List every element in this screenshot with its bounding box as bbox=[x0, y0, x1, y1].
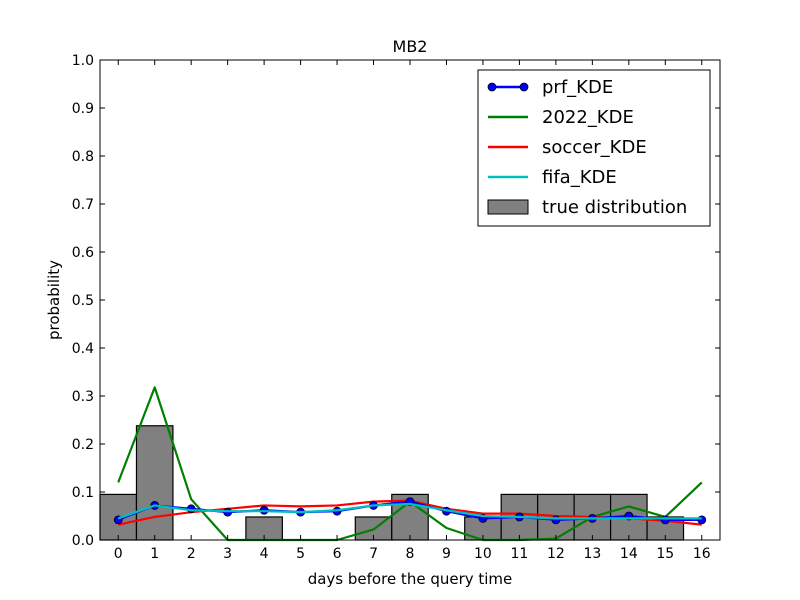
bars-layer bbox=[99, 425, 685, 541]
x-tick-label: 9 bbox=[442, 546, 451, 562]
x-tick-label: 16 bbox=[693, 546, 711, 562]
y-axis-label: probability bbox=[45, 260, 63, 340]
legend-label: prf_KDE bbox=[542, 77, 613, 98]
x-tick-label: 0 bbox=[114, 546, 123, 562]
legend-marker bbox=[519, 82, 529, 92]
bar-true-distribution bbox=[135, 425, 174, 541]
x-tick-label: 1 bbox=[150, 546, 159, 562]
x-tick-label: 14 bbox=[620, 546, 638, 562]
line-fifa-kde bbox=[117, 502, 702, 520]
x-tick-label: 12 bbox=[547, 546, 565, 562]
y-tick-label: 0.1 bbox=[72, 485, 94, 501]
x-tick-label: 2 bbox=[187, 546, 196, 562]
y-tick-label: 0.8 bbox=[72, 149, 94, 165]
y-tick-label: 0.7 bbox=[72, 197, 94, 213]
y-tick-label: 0.4 bbox=[72, 341, 94, 357]
chart-title: MB2 bbox=[393, 37, 428, 56]
x-axis: 0 1 2 3 4 5 6 7 8 9 10 11 12 13 14 15 16 bbox=[114, 60, 711, 562]
x-tick-label: 3 bbox=[223, 546, 232, 562]
x-tick-label: 10 bbox=[474, 546, 492, 562]
x-tick-label: 4 bbox=[260, 546, 269, 562]
point-prf-kde bbox=[551, 515, 561, 525]
y-tick-label: 0.9 bbox=[72, 101, 94, 117]
y-tick-label: 0.2 bbox=[72, 437, 94, 453]
legend-label: true distribution bbox=[542, 197, 687, 218]
x-tick-label: 6 bbox=[333, 546, 342, 562]
y-tick-label: 0.6 bbox=[72, 245, 94, 261]
x-axis-label: days before the query time bbox=[308, 570, 513, 588]
lines-layer bbox=[113, 386, 707, 542]
y-tick-label: 0.5 bbox=[72, 293, 94, 309]
legend-label: fifa_KDE bbox=[542, 167, 617, 188]
legend-marker bbox=[487, 82, 497, 92]
y-axis: 0.0 0.1 0.2 0.3 0.4 0.5 0.6 0.7 0.8 0.9 1.0 bbox=[72, 53, 720, 549]
y-tick-label: 1.0 bbox=[72, 53, 94, 69]
x-tick-label: 5 bbox=[296, 546, 305, 562]
legend-label: soccer_KDE bbox=[542, 137, 647, 158]
y-tick-label: 0.3 bbox=[72, 389, 94, 405]
x-tick-label: 13 bbox=[583, 546, 601, 562]
x-tick-label: 8 bbox=[406, 546, 415, 562]
point-prf-kde bbox=[697, 515, 707, 525]
x-tick-label: 15 bbox=[656, 546, 674, 562]
legend-swatch-bar bbox=[487, 199, 529, 215]
x-tick-label: 7 bbox=[369, 546, 378, 562]
point-prf-kde bbox=[660, 515, 670, 525]
x-tick-label: 11 bbox=[510, 546, 528, 562]
legend-label: 2022_KDE bbox=[542, 107, 634, 128]
y-tick-label: 0.0 bbox=[72, 533, 94, 549]
